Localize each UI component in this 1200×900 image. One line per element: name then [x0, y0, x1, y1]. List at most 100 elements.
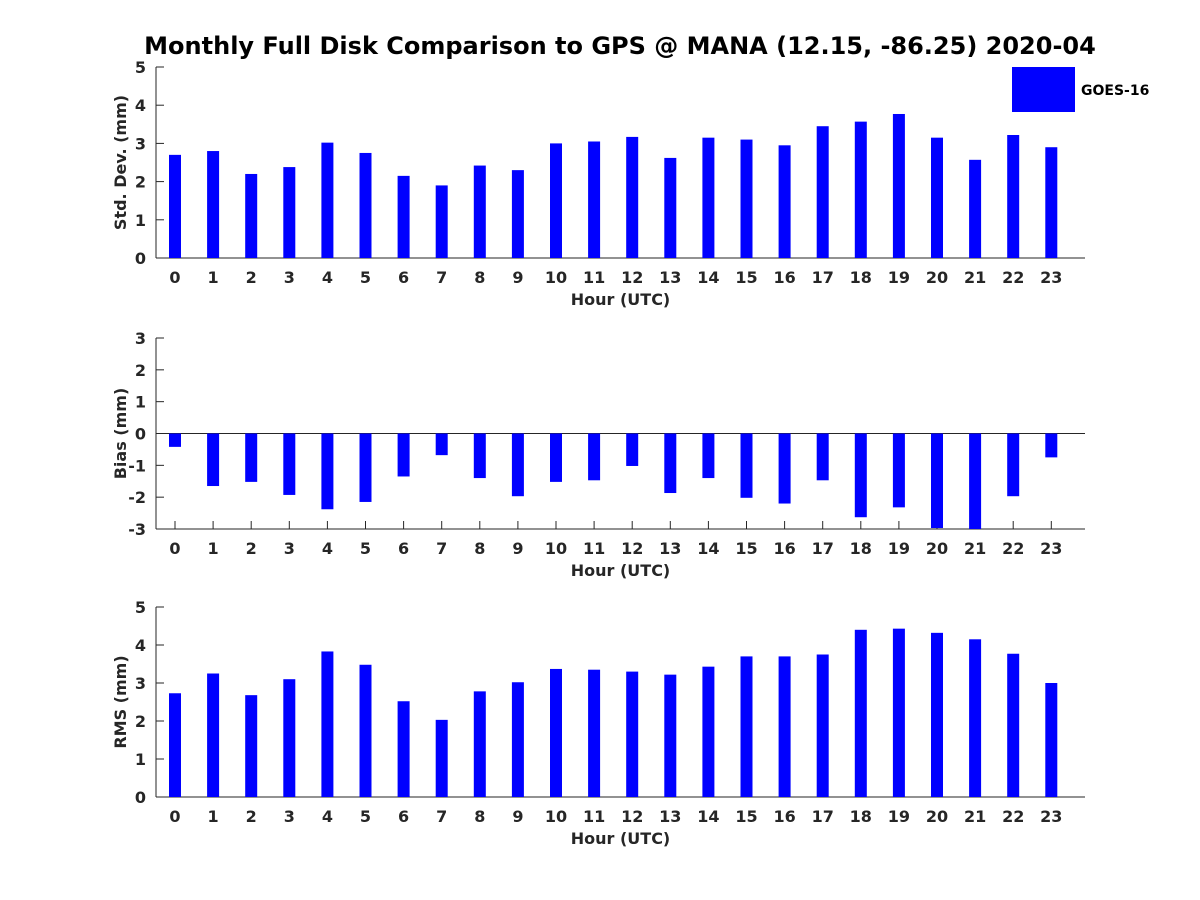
x-tick-label: 18 [850, 268, 872, 287]
x-tick-label: 17 [812, 807, 834, 826]
bar [969, 639, 982, 797]
bar [1007, 134, 1020, 258]
bar [283, 679, 296, 797]
x-tick-label: 1 [208, 807, 219, 826]
bar [969, 433, 982, 529]
x-tick-label: 21 [964, 807, 986, 826]
bar [1045, 147, 1058, 258]
y-tick-label: 0 [135, 249, 146, 268]
bar [511, 433, 524, 497]
x-tick-label: 11 [583, 539, 605, 558]
x-tick-label: 10 [545, 539, 567, 558]
bar [702, 433, 715, 479]
bar [664, 433, 677, 494]
bar [397, 433, 410, 477]
y-tick-label: -2 [128, 488, 146, 507]
x-axis-label: Hour (UTC) [571, 829, 671, 848]
bar [854, 433, 867, 518]
x-tick-label: 16 [773, 539, 795, 558]
bar [283, 433, 296, 495]
bar [740, 656, 753, 797]
bar [1045, 683, 1058, 797]
x-tick-label: 0 [169, 807, 180, 826]
x-tick-label: 2 [246, 807, 257, 826]
bar [892, 628, 905, 797]
x-tick-label: 7 [436, 268, 447, 287]
legend: GOES-16 [1012, 67, 1149, 112]
x-tick-label: 5 [360, 807, 371, 826]
x-tick-label: 5 [360, 539, 371, 558]
bar [397, 175, 410, 258]
y-tick-label: 2 [135, 361, 146, 380]
bar [854, 121, 867, 258]
x-tick-label: 9 [512, 268, 523, 287]
chart-title: Monthly Full Disk Comparison to GPS @ MA… [144, 32, 1096, 60]
bar [283, 167, 296, 258]
legend-label: GOES-16 [1081, 83, 1149, 99]
bar [854, 629, 867, 797]
bar [892, 433, 905, 508]
bar [550, 433, 562, 482]
bar [207, 151, 220, 258]
bar [473, 165, 486, 258]
y-tick-label: 1 [135, 393, 146, 412]
x-tick-label: 0 [169, 539, 180, 558]
legend-swatch [1012, 67, 1075, 112]
bar [626, 136, 639, 258]
y-axis-label: RMS (mm) [111, 655, 130, 748]
x-tick-label: 2 [246, 539, 257, 558]
bar [816, 433, 829, 481]
x-tick-label: 22 [1002, 539, 1024, 558]
x-tick-label: 0 [169, 268, 180, 287]
x-axis-label: Hour (UTC) [571, 561, 671, 580]
x-tick-label: 13 [659, 807, 681, 826]
x-tick-label: 4 [322, 807, 333, 826]
bar [1007, 653, 1020, 797]
x-tick-label: 6 [398, 268, 409, 287]
x-tick-label: 11 [583, 268, 605, 287]
x-tick-label: 15 [735, 539, 757, 558]
x-tick-label: 21 [964, 268, 986, 287]
bar [588, 433, 601, 481]
x-tick-label: 23 [1040, 539, 1062, 558]
bar [359, 433, 372, 502]
x-tick-label: 8 [474, 807, 485, 826]
y-tick-label: 3 [135, 329, 146, 348]
bar [1045, 433, 1058, 458]
bar [207, 673, 220, 797]
bar [435, 185, 448, 258]
bar [359, 152, 372, 258]
x-tick-label: 20 [926, 539, 948, 558]
bar [740, 433, 753, 498]
x-tick-label: 20 [926, 807, 948, 826]
bar [169, 693, 181, 797]
bar [816, 126, 829, 259]
x-axis-label: Hour (UTC) [571, 290, 671, 309]
bar [1007, 433, 1020, 497]
y-tick-label: 1 [135, 211, 146, 230]
bar [435, 433, 448, 456]
bar [473, 433, 486, 479]
y-tick-label: 0 [135, 788, 146, 807]
x-tick-label: 18 [850, 807, 872, 826]
bar [321, 433, 334, 510]
x-tick-label: 22 [1002, 807, 1024, 826]
bar [931, 433, 943, 529]
y-tick-label: 3 [135, 134, 146, 153]
x-tick-label: 19 [888, 807, 910, 826]
x-tick-label: 22 [1002, 268, 1024, 287]
y-axis-label: Std. Dev. (mm) [111, 95, 130, 230]
bar [321, 651, 334, 797]
x-tick-label: 3 [284, 539, 295, 558]
bar [245, 173, 258, 258]
x-tick-label: 7 [436, 807, 447, 826]
x-tick-label: 9 [512, 539, 523, 558]
y-tick-label: 4 [135, 96, 146, 115]
bar [702, 666, 715, 797]
x-tick-label: 8 [474, 539, 485, 558]
x-tick-label: 6 [398, 807, 409, 826]
x-tick-label: 23 [1040, 807, 1062, 826]
bar [740, 139, 753, 258]
